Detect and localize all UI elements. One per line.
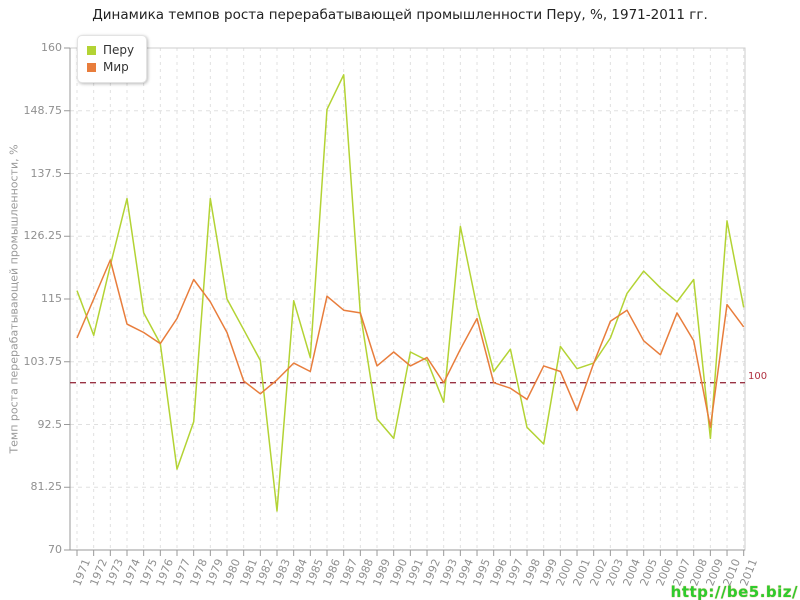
series-line-mir: [76, 259, 745, 429]
legend-label-mir: Мир: [103, 60, 129, 74]
y-tick-label: 126.25: [23, 229, 63, 243]
watermark-link[interactable]: http://be5.biz/: [670, 583, 798, 600]
legend: Перу Мир: [77, 35, 148, 83]
y-tick-label: 160: [41, 41, 62, 54]
chart-title: Динамика темпов роста перерабатывающей п…: [92, 7, 708, 23]
legend-label-peru: Перу: [103, 43, 135, 57]
mir-series-swatch-icon: [87, 63, 96, 72]
series-line-peru: [76, 74, 745, 512]
y-tick-label: 70: [48, 543, 62, 556]
reference-line-label: 100: [748, 371, 768, 382]
y-tick-label: 92.5: [37, 417, 63, 431]
legend-item-peru: Перу: [87, 42, 134, 59]
y-tick-label: 148.75: [23, 103, 63, 117]
y-tick-label: 137.5: [30, 166, 63, 180]
peru-series-swatch-icon: [87, 46, 96, 55]
y-tick-label: 81.25: [30, 480, 63, 494]
axis-tick-marks: [64, 47, 745, 556]
legend-item-mir: Мир: [87, 59, 134, 76]
y-tick-label: 115: [41, 292, 62, 305]
y-tick-label: 103.75: [23, 354, 63, 368]
horizontal-gridlines: [70, 110, 745, 488]
